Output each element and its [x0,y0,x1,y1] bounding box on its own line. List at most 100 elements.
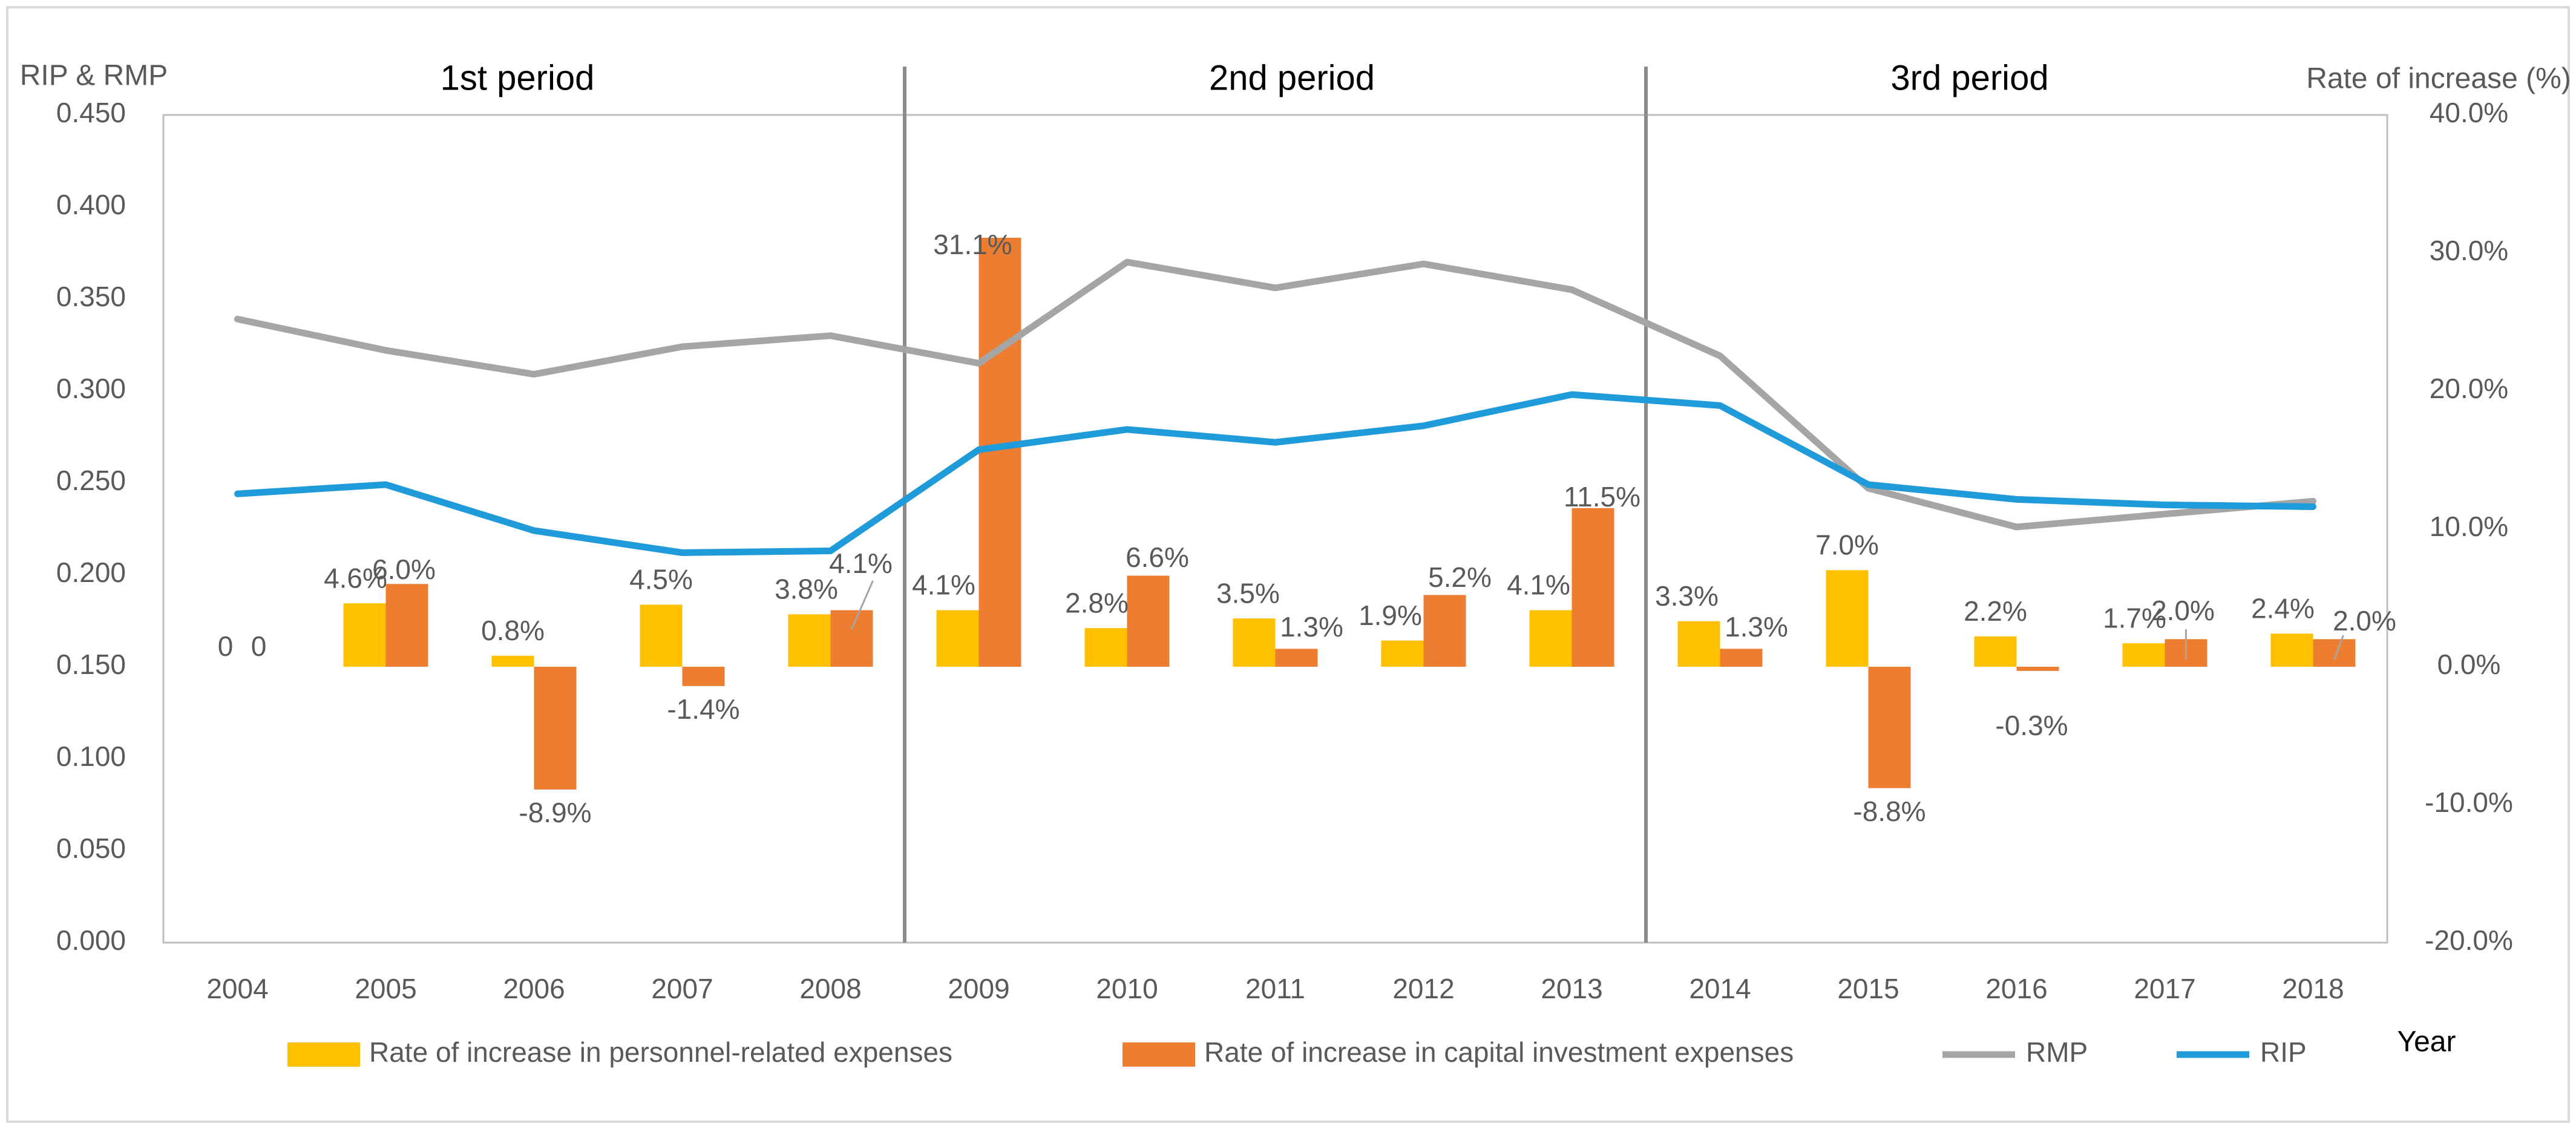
label-capital-2008: 4.1% [829,548,893,579]
bar-capital-2008 [830,610,873,667]
label-capital-2004: 0 [251,630,267,662]
label-personnel-2004: 0 [218,630,234,662]
label-capital-2013: 11.5% [1564,481,1640,512]
label-personnel-2005: 4.6% [324,562,387,594]
label-personnel-2013: 4.1% [1507,569,1570,601]
label-capital-2009: 31.1% [933,229,1012,260]
x-tick-label: 2007 [651,973,713,1004]
bar-series [343,237,2356,790]
period-label: 3rd period [1890,58,2048,97]
right-tick-label: 30.0% [2430,235,2508,266]
left-tick-label: 0.150 [56,649,126,680]
x-tick-label: 2005 [355,973,416,1004]
left-tick-label: 0.400 [56,189,126,220]
bar-personnel-2008 [788,614,831,667]
left-tick-label: 0.050 [56,833,126,864]
label-personnel-2017: 1.7% [2103,602,2166,633]
bar-personnel-2011 [1233,618,1276,667]
x-tick-label: 2010 [1096,973,1158,1004]
x-tick-label: 2018 [2282,973,2344,1004]
x-tick-label: 2004 [206,973,268,1004]
legend-label-rmp: RMP [2026,1036,2088,1068]
left-tick-label: 0.200 [56,557,126,588]
label-personnel-2009: 4.1% [912,569,975,601]
label-personnel-2012: 1.9% [1358,600,1422,631]
label-personnel-2008: 3.8% [775,574,838,605]
right-tick-label: -10.0% [2425,787,2513,818]
x-tick-label: 2013 [1541,973,1602,1004]
line-rmp [234,258,2316,531]
legend-label-rip: RIP [2260,1036,2307,1068]
bar-personnel-2016 [1974,636,2017,667]
bar-capital-2010 [1127,575,1170,667]
left-tick-label: 0.350 [56,281,126,312]
label-capital-2017: 2.0% [2151,595,2215,626]
chart-outer-frame [6,6,2570,1123]
label-personnel-2010: 2.8% [1065,587,1129,618]
period-label: 2nd period [1209,58,1375,97]
x-tick-label: 2008 [799,973,861,1004]
period-dividers: 1st period 2nd period 3rd period [441,58,2049,943]
left-axis-title: RIP & RMP [20,60,168,92]
label-personnel-2015: 7.0% [1815,529,1879,561]
right-axis-title: Rate of increase (%) [2306,63,2571,95]
legend: Rate of increase in personnel-related ex… [287,1036,2307,1068]
bar-capital-2016 [2016,667,2059,671]
x-tick-label: 2014 [1689,973,1751,1004]
bar-capital-2015 [1868,667,1911,788]
left-tick-label: 0.450 [56,97,126,128]
bar-capital-2013 [1571,508,1614,667]
line-rip [234,391,2316,556]
right-tick-label: 40.0% [2430,97,2508,128]
label-personnel-2006: 0.8% [481,615,545,646]
label-capital-2012: 5.2% [1428,561,1492,593]
label-personnel-2011: 3.5% [1216,577,1280,609]
bar-personnel-2012 [1381,640,1424,667]
leader-line-2008 [851,580,874,630]
bar-capital-2007 [682,667,725,686]
plot-border [162,114,2388,944]
right-tick-label: 10.0% [2430,511,2508,542]
bar-personnel-2015 [1826,570,1869,667]
bar-personnel-2013 [1529,610,1572,667]
legend-label-personnel: Rate of increase in personnel-related ex… [369,1036,952,1068]
x-tick-label: 2006 [503,973,565,1004]
x-tick-label: 2011 [1245,973,1305,1004]
bar-capital-2009 [978,237,1021,667]
label-capital-2011: 1.3% [1280,611,1343,643]
left-tick-label: 0.300 [56,373,126,404]
axes: RIP & RMP 0.000 0.050 0.100 0.150 0.200 0.250 0… [20,60,2571,1058]
x-tick-label: 2015 [1837,973,1899,1004]
left-tick-label: 0.100 [56,741,126,772]
bar-capital-2018 [2313,639,2356,667]
right-tick-label: 20.0% [2430,373,2508,404]
legend-label-capital: Rate of increase in capital investment e… [1204,1036,1794,1068]
bar-capital-2014 [1720,649,1763,667]
label-capital-2018: 2.0% [2333,605,2396,636]
bar-capital-2006 [534,667,577,790]
data-labels: 0 04.6%6.0%0.8%-8.9%4.5%-1.4%3.8%4.1%4.1%… [218,229,2396,828]
label-capital-2015: -8.8% [1853,796,1925,827]
bar-personnel-2018 [2270,633,2313,667]
bar-personnel-2006 [491,655,534,667]
x-axis-title: Year [2397,1026,2456,1058]
left-tick-label: 0.250 [56,465,126,496]
label-personnel-2007: 4.5% [629,564,693,595]
legend-swatch-capital [1122,1042,1195,1067]
label-capital-2014: 1.3% [1725,611,1788,643]
bar-capital-2011 [1275,649,1318,667]
label-personnel-2018: 2.4% [2251,592,2315,624]
bar-personnel-2017 [2122,643,2165,667]
left-tick-label: 0.000 [56,924,126,956]
line-series [234,258,2316,556]
legend-swatch-personnel [287,1042,360,1067]
right-tick-label: -20.0% [2425,924,2513,956]
leader-line-2018 [2333,635,2344,660]
bar-personnel-2014 [1677,621,1720,667]
bar-personnel-2007 [640,604,683,667]
x-tick-label: 2009 [948,973,1009,1004]
x-tick-label: 2016 [1985,973,2047,1004]
bar-personnel-2010 [1084,628,1127,667]
